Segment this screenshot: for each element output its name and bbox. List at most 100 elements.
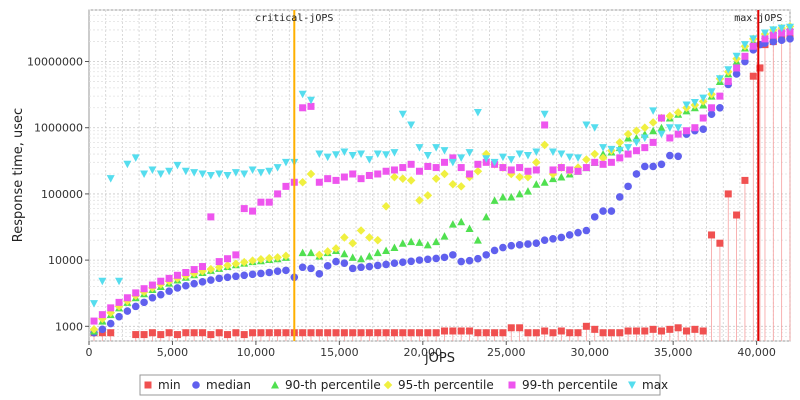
data-point bbox=[532, 180, 541, 188]
data-point bbox=[741, 176, 749, 184]
data-point bbox=[298, 248, 307, 257]
data-point bbox=[390, 243, 399, 252]
data-point bbox=[140, 285, 148, 293]
data-point bbox=[398, 239, 407, 247]
data-point bbox=[557, 173, 566, 181]
data-point bbox=[590, 149, 600, 159]
data-point bbox=[390, 172, 399, 182]
data-point bbox=[666, 134, 674, 142]
data-point bbox=[348, 238, 358, 248]
data-point bbox=[298, 90, 307, 99]
data-point bbox=[424, 162, 432, 170]
data-point bbox=[332, 257, 340, 266]
data-point bbox=[89, 325, 99, 334]
data-point bbox=[769, 31, 777, 39]
legend-marker bbox=[144, 381, 152, 389]
data-point bbox=[565, 231, 574, 239]
data-point bbox=[190, 266, 198, 274]
data-point bbox=[299, 329, 307, 337]
data-point bbox=[515, 189, 524, 198]
data-point bbox=[240, 205, 248, 213]
data-point bbox=[398, 258, 407, 267]
data-point bbox=[574, 228, 582, 237]
data-point bbox=[264, 253, 274, 263]
data-point bbox=[441, 327, 449, 335]
data-point bbox=[724, 190, 732, 198]
data-point bbox=[507, 192, 516, 201]
data-point bbox=[432, 329, 440, 337]
data-point bbox=[590, 124, 599, 132]
data-point bbox=[424, 255, 432, 264]
data-point bbox=[716, 239, 724, 247]
legend-label: max bbox=[642, 378, 668, 392]
data-point bbox=[182, 268, 190, 276]
legend-marker bbox=[628, 381, 636, 389]
data-point bbox=[540, 178, 549, 186]
data-point bbox=[206, 264, 216, 274]
data-point bbox=[106, 319, 115, 328]
data-point bbox=[524, 329, 532, 337]
data-point bbox=[683, 327, 691, 335]
data-point bbox=[248, 256, 257, 265]
data-point bbox=[457, 327, 465, 335]
data-point bbox=[240, 271, 249, 280]
data-point bbox=[373, 235, 383, 245]
data-point bbox=[173, 161, 182, 170]
data-point bbox=[524, 167, 532, 175]
data-point bbox=[165, 329, 173, 337]
data-point bbox=[432, 237, 441, 246]
data-point bbox=[683, 127, 691, 135]
data-point bbox=[541, 327, 549, 335]
data-point bbox=[699, 327, 707, 335]
data-point bbox=[340, 233, 349, 242]
y-tick-label: 1000000 bbox=[34, 122, 83, 135]
data-point bbox=[232, 251, 240, 259]
data-point bbox=[207, 213, 215, 221]
data-point bbox=[591, 325, 599, 333]
data-point bbox=[616, 154, 624, 162]
data-point bbox=[549, 329, 557, 337]
data-point bbox=[449, 327, 457, 335]
data-point bbox=[340, 249, 349, 258]
data-point bbox=[189, 269, 199, 278]
data-point bbox=[423, 191, 433, 200]
y-tick-label: 1000 bbox=[55, 320, 83, 333]
data-point bbox=[373, 248, 382, 257]
data-point bbox=[549, 166, 557, 174]
data-point bbox=[465, 149, 474, 157]
data-point bbox=[239, 257, 249, 267]
data-point bbox=[615, 193, 624, 201]
data-point bbox=[498, 153, 507, 162]
data-point bbox=[499, 164, 507, 172]
data-point bbox=[490, 196, 499, 204]
data-point bbox=[256, 169, 265, 177]
data-point bbox=[382, 167, 390, 175]
data-point bbox=[340, 173, 348, 181]
data-point bbox=[390, 166, 398, 174]
data-point bbox=[156, 290, 165, 299]
data-point bbox=[173, 331, 181, 339]
data-point bbox=[156, 170, 165, 178]
data-point bbox=[348, 152, 357, 160]
data-point bbox=[657, 123, 666, 132]
series-max bbox=[90, 23, 794, 308]
data-point bbox=[224, 255, 232, 263]
data-point bbox=[373, 261, 382, 270]
data-point bbox=[223, 273, 232, 282]
data-point bbox=[457, 164, 465, 172]
data-point bbox=[315, 178, 323, 186]
data-point bbox=[649, 325, 657, 333]
data-point bbox=[206, 171, 215, 180]
data-point bbox=[415, 144, 424, 152]
x-tick-label: 40,000 bbox=[737, 346, 776, 359]
data-point bbox=[632, 147, 640, 155]
data-point bbox=[515, 150, 524, 159]
data-point bbox=[481, 149, 491, 159]
data-point bbox=[760, 29, 769, 37]
data-point bbox=[749, 42, 757, 50]
data-point bbox=[641, 144, 649, 152]
data-point bbox=[532, 166, 540, 174]
data-point bbox=[657, 327, 665, 335]
data-point bbox=[257, 198, 265, 206]
